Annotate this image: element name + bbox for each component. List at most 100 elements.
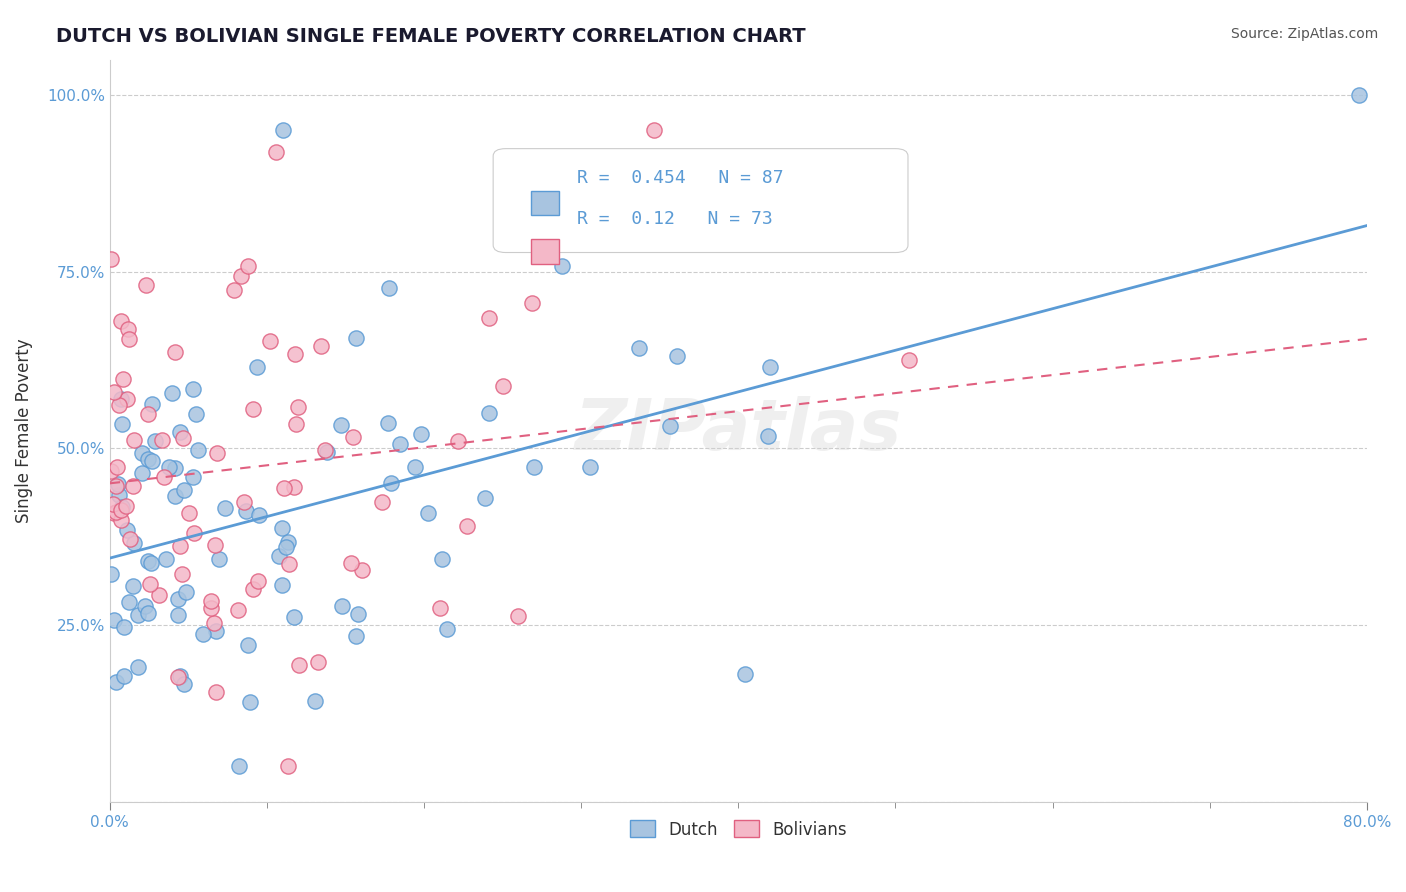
Bolivians [103,384,125,399]
Dutch [173,483,195,498]
Bolivians [284,347,307,361]
Bolivians [226,603,249,617]
Dutch [115,524,138,538]
Dutch [344,331,367,345]
Bolivians [177,506,200,520]
Bolivians [172,431,194,445]
Dutch [235,504,257,518]
Dutch [163,489,186,503]
Bolivians [506,609,529,624]
Dutch [271,123,294,137]
Dutch [270,521,292,535]
Dutch [1348,87,1371,102]
Dutch [122,579,145,593]
Legend: Dutch, Bolivians: Dutch, Bolivians [623,814,853,846]
Bolivians [118,332,141,346]
Dutch [330,599,353,613]
Dutch [174,584,197,599]
Bolivians [152,433,174,447]
Dutch [377,280,399,294]
Dutch [304,694,326,708]
Bolivians [200,601,222,615]
Bolivians [273,481,295,495]
Bolivians [103,506,125,520]
Dutch [247,508,270,522]
Dutch [579,459,602,474]
Dutch [734,666,756,681]
Bolivians [139,576,162,591]
Y-axis label: Single Female Poverty: Single Female Poverty [15,338,32,523]
Dutch [183,469,205,483]
Dutch [136,554,159,568]
Bolivians [236,260,259,274]
Text: R =  0.454   N = 87: R = 0.454 N = 87 [578,169,785,187]
Dutch [127,608,149,623]
Dutch [238,638,260,652]
Bolivians [105,504,128,518]
Dutch [270,578,292,592]
Bolivians [170,566,193,581]
Dutch [155,552,177,566]
Bolivians [340,556,363,570]
Bolivians [288,658,311,673]
Text: Source: ZipAtlas.com: Source: ZipAtlas.com [1230,27,1378,41]
Bolivians [284,417,307,431]
Dutch [141,396,163,410]
Dutch [246,359,269,374]
Dutch [551,259,574,273]
Dutch [159,459,181,474]
Dutch [205,624,228,639]
Dutch [380,476,402,491]
Bolivians [491,379,513,393]
Bolivians [153,469,176,483]
Bolivians [111,372,134,386]
Dutch [118,595,141,609]
Dutch [228,759,250,773]
Dutch [283,610,305,624]
Bolivians [247,574,270,589]
Dutch [112,620,135,634]
Dutch [432,552,454,566]
Dutch [181,382,204,396]
Bolivians [233,495,256,509]
Bolivians [478,310,501,325]
Bolivians [110,314,132,328]
Dutch [127,660,149,674]
Bolivians [242,582,264,596]
Bolivians [100,464,122,478]
Dutch [208,551,231,566]
Dutch [214,501,236,516]
Dutch [160,386,183,401]
Dutch [627,341,650,355]
Dutch [169,669,191,683]
Bolivians [205,685,228,699]
Dutch [187,443,209,458]
Bolivians [897,353,920,368]
Bolivians [110,502,132,516]
Bolivians [242,402,264,417]
Bolivians [105,460,128,475]
Dutch [659,418,682,433]
Dutch [474,491,496,505]
Dutch [404,459,426,474]
Bolivians [277,759,299,773]
FancyBboxPatch shape [494,149,908,252]
Dutch [411,426,433,441]
Bolivians [283,480,305,494]
Dutch [167,607,190,622]
Dutch [141,454,163,468]
Dutch [274,541,297,555]
Dutch [377,416,399,430]
Bolivians [202,615,225,630]
Dutch [167,591,190,606]
Dutch [666,349,689,363]
Bolivians [259,334,281,348]
Dutch [344,629,367,643]
Bolivians [205,446,228,460]
Dutch [163,461,186,475]
Bolivians [115,499,138,513]
Bolivians [231,268,253,283]
Bolivians [165,344,187,359]
Bolivians [204,538,226,552]
Bolivians [264,145,287,160]
